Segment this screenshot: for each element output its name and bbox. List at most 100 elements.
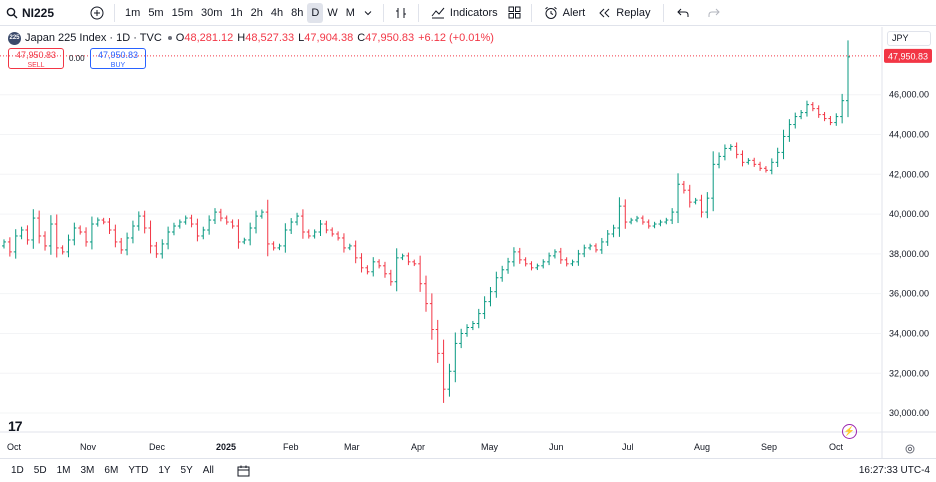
bar-style-button[interactable] bbox=[390, 3, 412, 23]
interval-30m-button[interactable]: 30m bbox=[201, 6, 223, 19]
ohlc-bar bbox=[558, 247, 563, 264]
range-5y-button[interactable]: 5Y bbox=[180, 465, 193, 476]
clock[interactable]: 16:27:33 UTC-4 bbox=[858, 465, 930, 476]
ohlc-bar bbox=[60, 245, 65, 255]
ohlc-bar bbox=[588, 243, 593, 251]
interval-1m-button[interactable]: 1m bbox=[125, 6, 141, 19]
range-6m-button[interactable]: 6M bbox=[104, 465, 119, 476]
range-all-button[interactable]: All bbox=[202, 465, 214, 476]
templates-button[interactable] bbox=[504, 3, 525, 23]
buy-button[interactable]: 47,950.83 BUY bbox=[90, 48, 146, 69]
ohlc-bar bbox=[207, 215, 212, 235]
ohlc-bar bbox=[336, 231, 341, 241]
ohlc-bar bbox=[816, 105, 821, 118]
divider bbox=[662, 3, 664, 22]
ohlc-bar bbox=[72, 222, 77, 246]
interval-2h-button[interactable]: 2h bbox=[250, 6, 263, 19]
ohlc-bar bbox=[289, 218, 294, 234]
ohlc-bar bbox=[148, 220, 153, 254]
interval-8h-button[interactable]: 8h bbox=[291, 6, 304, 19]
ohlc-bar bbox=[799, 110, 804, 120]
price-axis-label: 30,000.00 bbox=[889, 408, 929, 418]
symbol-logo: 225 bbox=[8, 31, 21, 45]
indicators-button[interactable]: Indicators bbox=[425, 3, 504, 23]
ohlc-bar bbox=[511, 247, 516, 267]
ohlc-bar bbox=[224, 215, 229, 225]
ohlc-bar bbox=[230, 219, 235, 229]
ohlc-bar bbox=[248, 222, 253, 246]
lightning-icon[interactable]: ⚡ bbox=[842, 424, 857, 439]
ohlc-bar bbox=[775, 147, 780, 168]
ohlc-bar bbox=[846, 40, 850, 118]
ohlc-bar bbox=[834, 113, 839, 126]
interval-15m-button[interactable]: 15m bbox=[171, 6, 193, 19]
date-range-button[interactable] bbox=[233, 461, 254, 481]
interval-dropdown-button[interactable] bbox=[359, 3, 377, 23]
bottom-toolbar: 1D 5D 1M 3M 6M YTD 1Y 5Y All 16:27:33 UTC-4 bbox=[0, 458, 936, 482]
ohlc-bar bbox=[242, 237, 247, 245]
ohlc-bar bbox=[324, 220, 329, 234]
ohlc-bar bbox=[459, 328, 464, 349]
ohlc-bar bbox=[758, 161, 763, 171]
ohlc-bar bbox=[617, 197, 622, 237]
range-1m-button[interactable]: 1M bbox=[56, 465, 71, 476]
settings-gear-icon[interactable] bbox=[904, 443, 916, 455]
ohlc-bar bbox=[734, 142, 739, 159]
symbol-search[interactable]: NI225 bbox=[0, 0, 60, 26]
sell-price: 47,950.83 bbox=[15, 50, 57, 60]
ohlc-bar bbox=[13, 229, 18, 259]
price-axis-label: 32,000.00 bbox=[889, 368, 929, 378]
time-axis-label: Nov bbox=[80, 442, 97, 452]
currency-selector[interactable]: JPY bbox=[887, 31, 931, 46]
close-value: 47,950.83 bbox=[365, 32, 415, 44]
range-5d-button[interactable]: 5D bbox=[33, 465, 47, 476]
symbol-label: NI225 bbox=[22, 5, 55, 20]
ohlc-bar bbox=[611, 224, 616, 238]
ohlc-bar bbox=[353, 240, 358, 264]
ohlc-bar bbox=[347, 243, 352, 251]
interval-1h-button[interactable]: 1h bbox=[230, 6, 243, 19]
ohlc-bar bbox=[277, 243, 282, 251]
calendar-icon bbox=[237, 465, 250, 476]
interval-m-button[interactable]: M bbox=[345, 6, 355, 19]
redo-button[interactable] bbox=[701, 3, 732, 23]
ohlc-bar bbox=[318, 220, 323, 236]
spread-value: 0.00 bbox=[69, 54, 85, 63]
ohlc-bar bbox=[740, 150, 745, 167]
ohlc-bar bbox=[160, 239, 165, 259]
tradingview-logo[interactable]: 17 bbox=[8, 418, 23, 434]
range-3m-button[interactable]: 3M bbox=[80, 465, 95, 476]
ohlc-bar bbox=[424, 275, 428, 312]
ohlc-bar bbox=[453, 332, 458, 383]
time-axis-label: Aug bbox=[694, 442, 710, 452]
interval-w-button[interactable]: W bbox=[327, 6, 338, 19]
ohlc-bar bbox=[359, 253, 364, 273]
alert-button[interactable]: Alert bbox=[538, 3, 592, 23]
replay-button[interactable]: Replay bbox=[591, 3, 656, 23]
ohlc-bar bbox=[19, 226, 24, 240]
sell-button[interactable]: 47,950.83 SELL bbox=[8, 48, 64, 69]
ohlc-bar bbox=[840, 93, 845, 124]
range-1y-button[interactable]: 1Y bbox=[158, 465, 171, 476]
interval-4h-button[interactable]: 4h bbox=[270, 6, 284, 19]
interval-5m-button[interactable]: 5m bbox=[148, 6, 164, 19]
market-status-dot bbox=[167, 36, 172, 40]
ohlc-bar bbox=[681, 180, 686, 194]
time-axis-label: May bbox=[481, 442, 499, 452]
ohlc-bar bbox=[78, 225, 83, 235]
ohlc-bar bbox=[136, 211, 141, 231]
ohlc-bar bbox=[769, 158, 774, 175]
ohlc-bar bbox=[154, 241, 159, 258]
range-group: 1D 5D 1M 3M 6M YTD 1Y 5Y All bbox=[6, 465, 219, 476]
ohlc-bar bbox=[236, 219, 241, 249]
range-ytd-button[interactable]: YTD bbox=[128, 465, 149, 476]
divider bbox=[417, 3, 419, 22]
symbol-title[interactable]: Japan 225 Index · 1D · TVC bbox=[25, 32, 162, 44]
undo-button[interactable] bbox=[670, 3, 701, 23]
current-price-label: 47,950.83 bbox=[888, 51, 928, 61]
price-chart[interactable]: 46,000.00 44,000.00 42,000.00 40,000.00 38,0… bbox=[0, 27, 936, 458]
range-1d-button[interactable]: 1D bbox=[11, 465, 24, 476]
interval-d-button[interactable]: D bbox=[307, 2, 324, 23]
compare-symbol-button[interactable] bbox=[86, 3, 108, 23]
price-axis-label: 42,000.00 bbox=[889, 169, 929, 179]
